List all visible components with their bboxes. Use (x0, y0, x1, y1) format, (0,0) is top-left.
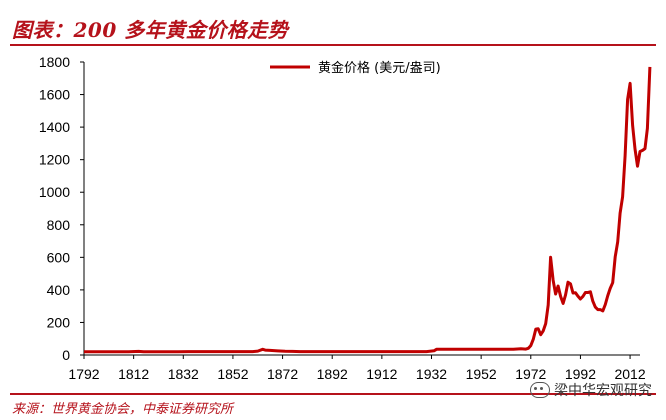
x-tick-label: 2012 (614, 366, 645, 382)
y-tick-label: 400 (47, 282, 71, 298)
page-title: 图表：200 多年黄金价格走势 (12, 18, 289, 42)
plot-area (84, 66, 652, 354)
y-tick-label: 1200 (39, 152, 70, 168)
x-tick-label: 1812 (118, 366, 149, 382)
x-tick-label: 1852 (217, 366, 248, 382)
x-tick-label: 1972 (515, 366, 546, 382)
y-tick-label: 1000 (39, 184, 70, 200)
y-tick-label: 1600 (39, 87, 70, 103)
x-tick-label: 1912 (366, 366, 397, 382)
y-tick-label: 800 (47, 217, 71, 233)
x-tick-label: 1952 (466, 366, 497, 382)
x-tick-label: 1932 (416, 366, 447, 382)
x-axis-ticks: 1792 1812 1832 1852 1872 1892 1912 1932 1952 1972… (68, 355, 646, 382)
y-tick-label: 200 (47, 314, 71, 330)
chart-legend: 黄金价格 (美元/盎司) (270, 60, 441, 76)
legend-label: 黄金价格 (美元/盎司) (318, 60, 441, 76)
watermark: 梁中华宏观研究 (530, 380, 652, 400)
x-tick-label: 1992 (565, 366, 596, 382)
wechat-icon (530, 382, 550, 398)
source-note: 来源：世界黄金协会，中泰证券研究所 (12, 402, 234, 417)
x-tick-label: 1892 (317, 366, 348, 382)
y-tick-label: 600 (47, 249, 71, 265)
x-tick-label: 1832 (168, 366, 199, 382)
y-axis-ticks: 0 200 400 600 800 1000 1200 1400 1600 1800 (39, 54, 84, 363)
chart-axes (83, 62, 640, 356)
y-tick-label: 1400 (39, 119, 70, 135)
x-tick-label: 1872 (267, 366, 298, 382)
footer-divider (10, 393, 656, 395)
x-tick-label: 1792 (68, 366, 99, 382)
series-line (84, 66, 652, 354)
title-divider (10, 44, 656, 46)
y-tick-label: 0 (62, 347, 70, 363)
y-tick-label: 1800 (39, 54, 70, 70)
watermark-text: 梁中华宏观研究 (554, 383, 652, 399)
